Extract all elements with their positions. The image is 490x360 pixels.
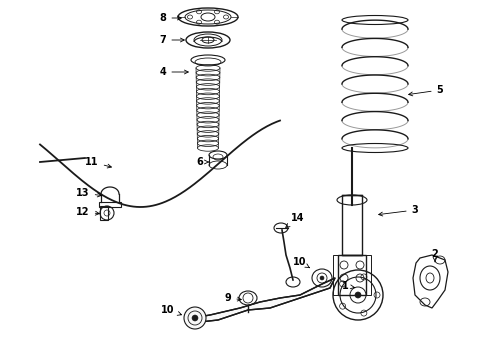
Text: 14: 14 [286, 213, 305, 228]
Text: 13: 13 [76, 188, 101, 198]
Bar [342, 195, 362, 255]
Text: 12: 12 [76, 207, 99, 217]
Bar [366, 255, 371, 295]
Ellipse shape [184, 307, 206, 329]
Text: 7: 7 [160, 35, 184, 45]
Ellipse shape [192, 315, 198, 321]
Text: 6: 6 [196, 157, 209, 167]
Text: 11: 11 [85, 157, 111, 168]
Ellipse shape [355, 292, 361, 298]
Text: 4: 4 [160, 67, 188, 77]
Ellipse shape [320, 276, 324, 280]
Text: 3: 3 [379, 205, 418, 216]
Text: 1: 1 [342, 281, 354, 291]
Text: 5: 5 [409, 85, 443, 96]
Text: 2: 2 [432, 249, 439, 262]
Bar [99, 202, 121, 207]
Bar [338, 255, 366, 295]
Text: 9: 9 [224, 293, 241, 303]
Polygon shape [192, 278, 335, 322]
Bar [333, 255, 338, 295]
Bar [100, 206, 108, 220]
Text: 10: 10 [161, 305, 181, 315]
Text: 8: 8 [160, 13, 181, 23]
Text: 10: 10 [293, 257, 310, 268]
